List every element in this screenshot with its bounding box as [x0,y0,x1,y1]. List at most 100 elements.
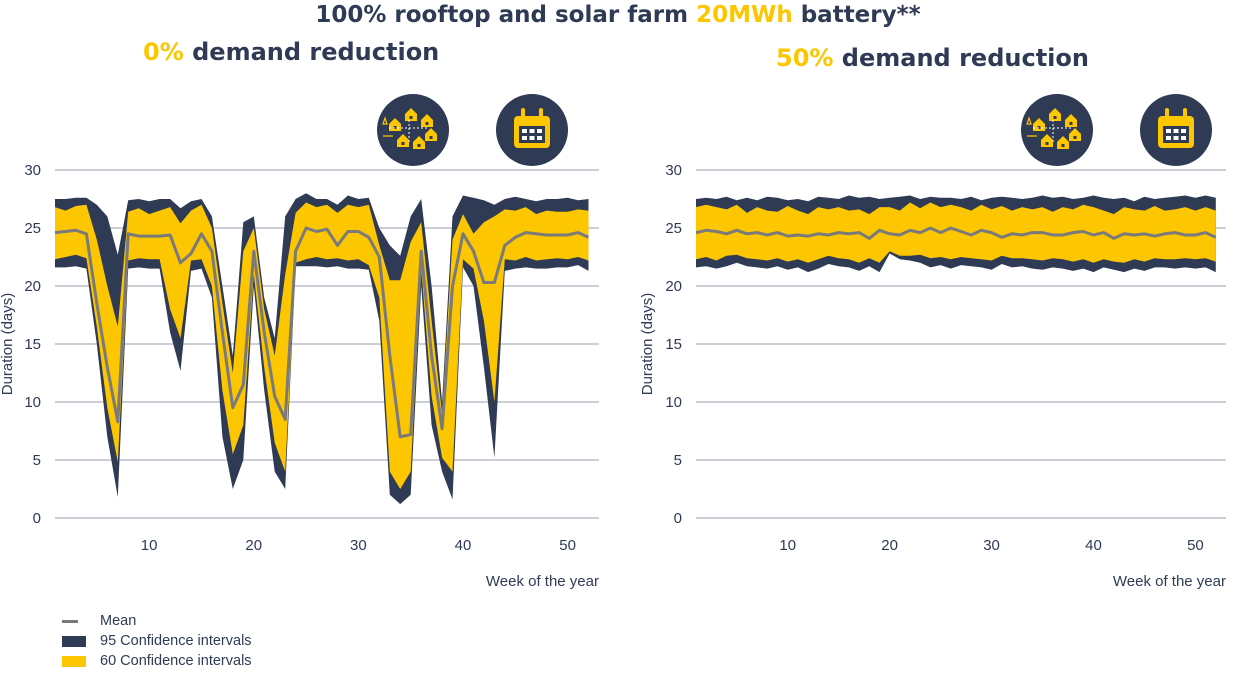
right-subtitle-pct: 50% [776,44,834,72]
legend: Mean 95 Confidence intervals 60 Confiden… [62,611,252,671]
y-tick-label: 20 [24,278,41,295]
y-tick-label: 30 [24,162,41,179]
house-network-icon-glyph [1026,108,1081,149]
legend-label: Mean [100,613,137,629]
calendar-panel [1163,126,1189,143]
house-icon [1041,134,1053,147]
legend-item-mean: Mean [62,611,252,631]
chart-title: 100% rooftop and solar farm 20MWh batter… [0,2,1236,28]
calendar-ring [1165,108,1169,120]
ci60-band [696,202,1216,263]
y-tick-label: 25 [665,220,682,237]
house-icon [1069,128,1081,141]
house-window [1045,142,1049,145]
legend-item-ci95: 95 Confidence intervals [62,631,252,651]
y-tick-label: 15 [24,336,41,353]
house-window [425,122,429,125]
x-tick-label: 30 [350,537,367,554]
calendar-cell [529,136,535,140]
mean-line [695,226,1217,240]
house-window [401,142,405,145]
y-axis-label: Duration (days) [640,293,656,396]
calendar-ring [521,108,525,120]
house-network-icon-glyph [382,108,437,149]
x-tick-label: 40 [1085,537,1102,554]
calendar-cell [537,136,542,140]
y-tick-label: 0 [33,510,41,527]
pylon-icon [1026,116,1037,137]
house-network-icon [377,94,449,166]
calendar-cell [1166,136,1171,140]
mean-line [54,226,590,439]
house-icon [425,128,437,141]
y-tick-label: 10 [665,394,682,411]
house-window [1069,122,1073,125]
house-window [409,116,413,119]
house-window [1061,144,1065,147]
y-tick-label: 20 [665,278,682,295]
calendar-cell [529,129,535,133]
right-subtitle: 50% demand reduction [776,44,1089,72]
calendar-cell [1181,136,1186,140]
legend-ci95-swatch [62,635,86,647]
x-tick-label: 40 [455,537,472,554]
x-axis-label: Week of the year [486,573,599,590]
x-tick-label: 30 [983,537,1000,554]
calendar-cell [537,129,542,133]
x-axis-label: Week of the year [1113,573,1226,590]
house-network-icon [1021,94,1093,166]
house-icon [405,108,417,121]
calendar-cell [522,129,527,133]
house-window [1053,116,1057,119]
legend-item-ci60: 60 Confidence intervals [62,651,252,671]
legend-mean-swatch [62,619,78,623]
calendar-ring [539,108,543,120]
y-tick-label: 30 [665,162,682,179]
y-tick-label: 5 [674,452,682,469]
legend-label: 95 Confidence intervals [100,633,252,649]
calendar-cell [522,136,527,140]
network-lines [389,120,429,144]
title-prefix: 100% rooftop and solar farm [315,2,697,28]
y-tick-label: 25 [24,220,41,237]
house-icon [397,134,409,147]
x-tick-label: 20 [245,537,262,554]
x-tick-label: 10 [779,537,796,554]
calendar-cell [1181,129,1186,133]
calendar-ring [1183,108,1187,120]
network-lines [1033,120,1073,144]
house-icon [1065,114,1077,127]
legend-label: 60 Confidence intervals [100,653,252,669]
y-tick-label: 5 [33,452,41,469]
house-window [1073,136,1077,139]
calendar-icon-glyph [1158,108,1194,148]
house-window [417,144,421,147]
x-tick-label: 10 [141,537,158,554]
ci60-band [55,202,589,489]
title-suffix: battery** [792,2,921,28]
calendar-panel [519,126,545,143]
left-subtitle-pct: 0% [143,38,184,66]
y-tick-label: 10 [24,394,41,411]
left-subtitle-text: demand reduction [183,38,440,66]
house-icon [413,136,425,149]
house-icon [1057,136,1069,149]
y-axis-label: Duration (days) [0,293,16,396]
pylon-icon [382,116,393,137]
house-window [429,136,433,139]
left-subtitle: 0% demand reduction [143,38,439,66]
calendar-cell [1166,129,1171,133]
y-tick-label: 0 [674,510,682,527]
right-chart: 0 5 10 15 20 25 30 10 20 30 40 50 Duration (days) Wee… [640,94,1226,590]
right-subtitle-text: demand reduction [833,44,1089,72]
calendar-icon-glyph [514,108,550,148]
house-icon [1049,108,1061,121]
title-highlight: 20MWh [696,2,793,28]
calendar-cell [1173,136,1179,140]
left-chart: 0 5 10 15 20 25 30 10 20 30 40 50 Duration (days) Wee… [0,94,599,590]
legend-ci60-swatch [62,655,86,667]
x-tick-label: 50 [1187,537,1204,554]
x-tick-label: 50 [559,537,576,554]
calendar-cell [1173,129,1179,133]
y-tick-label: 15 [665,336,682,353]
